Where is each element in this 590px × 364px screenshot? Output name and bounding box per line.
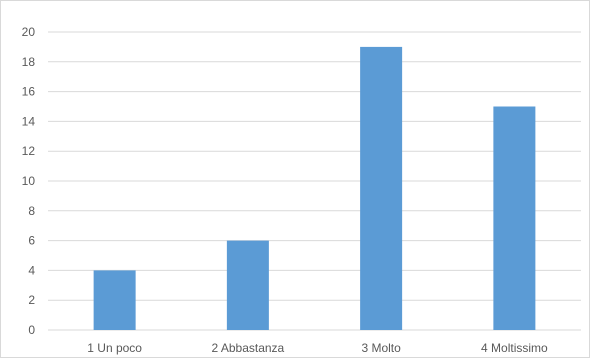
y-tick-label: 10 bbox=[22, 174, 36, 188]
y-tick-label: 14 bbox=[22, 114, 36, 128]
x-tick-label: 2 Abbastanza bbox=[212, 341, 285, 355]
y-tick-label: 18 bbox=[22, 55, 36, 69]
y-tick-label: 0 bbox=[28, 323, 35, 337]
y-tick-label: 4 bbox=[28, 263, 35, 277]
y-tick-label: 6 bbox=[28, 234, 35, 248]
bar bbox=[93, 270, 136, 330]
y-axis-ticks: 0 2 4 6 8 10 12 14 16 18 20 bbox=[22, 25, 36, 337]
bars bbox=[93, 46, 536, 331]
y-tick-label: 16 bbox=[22, 85, 36, 99]
bar bbox=[493, 106, 536, 330]
y-tick-label: 2 bbox=[28, 293, 35, 307]
x-tick-label: 3 Molto bbox=[361, 341, 401, 355]
y-tick-label: 12 bbox=[22, 144, 36, 158]
y-tick-label: 20 bbox=[22, 25, 36, 39]
x-axis-ticks: 1 Un poco 2 Abbastanza 3 Molto 4 Moltissimo bbox=[87, 341, 548, 355]
x-tick-label: 1 Un poco bbox=[87, 341, 142, 355]
bar bbox=[360, 46, 403, 331]
y-tick-label: 8 bbox=[28, 204, 35, 218]
bar bbox=[226, 240, 269, 330]
gridlines bbox=[48, 31, 581, 331]
x-tick-label: 4 Moltissimo bbox=[481, 341, 548, 355]
